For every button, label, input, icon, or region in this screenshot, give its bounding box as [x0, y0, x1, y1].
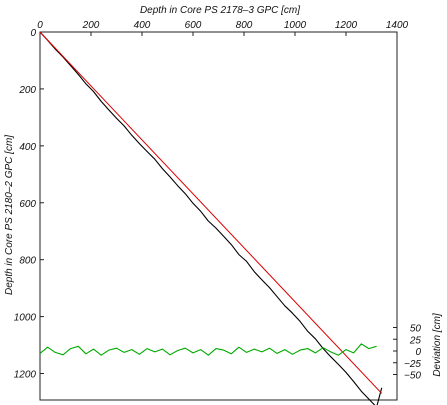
x-tick-label: 800: [236, 20, 253, 31]
plot-frame: [39, 31, 398, 401]
y2-tick-label: 25: [409, 335, 422, 346]
y-tick-label: 200: [18, 85, 36, 96]
y-tick-label: 600: [19, 199, 36, 210]
correlation-line: [39, 31, 383, 405]
y-axis-label: Depth in Core PS 2180–2 GPC [cm]: [4, 135, 15, 295]
y-tick-label: 1000: [14, 313, 37, 324]
x-tick-label: 0: [37, 20, 43, 31]
axis-ticks: 0 200 400 600 800 1000 1200 1400 0 200 400 600 800 10…: [14, 20, 422, 382]
x-axis-label: Depth in Core PS 2178–3 GPC [cm]: [140, 5, 300, 16]
fit-line: [39, 31, 383, 394]
x-tick-label: 400: [134, 20, 151, 31]
y-tick-label: 1200: [14, 370, 37, 381]
y2-tick-label: 0: [415, 347, 421, 358]
x-tick-label: 600: [185, 20, 202, 31]
series-layer: [39, 31, 383, 405]
deviation-line: [39, 343, 377, 356]
y-tick-label: 0: [30, 28, 36, 39]
y2-axis-label: Deviation [cm]: [432, 313, 443, 377]
x-tick-label: 1000: [284, 20, 307, 31]
x-tick-label: 1400: [386, 20, 409, 31]
x-tick-label: 1200: [335, 20, 358, 31]
y-tick-label: 800: [19, 256, 36, 267]
y2-tick-label: 50: [410, 324, 422, 335]
y-tick-label: 400: [19, 142, 36, 153]
y2-tick-label: −25: [404, 359, 421, 370]
y2-tick-label: −50: [404, 371, 421, 382]
x-tick-label: 200: [82, 20, 100, 31]
